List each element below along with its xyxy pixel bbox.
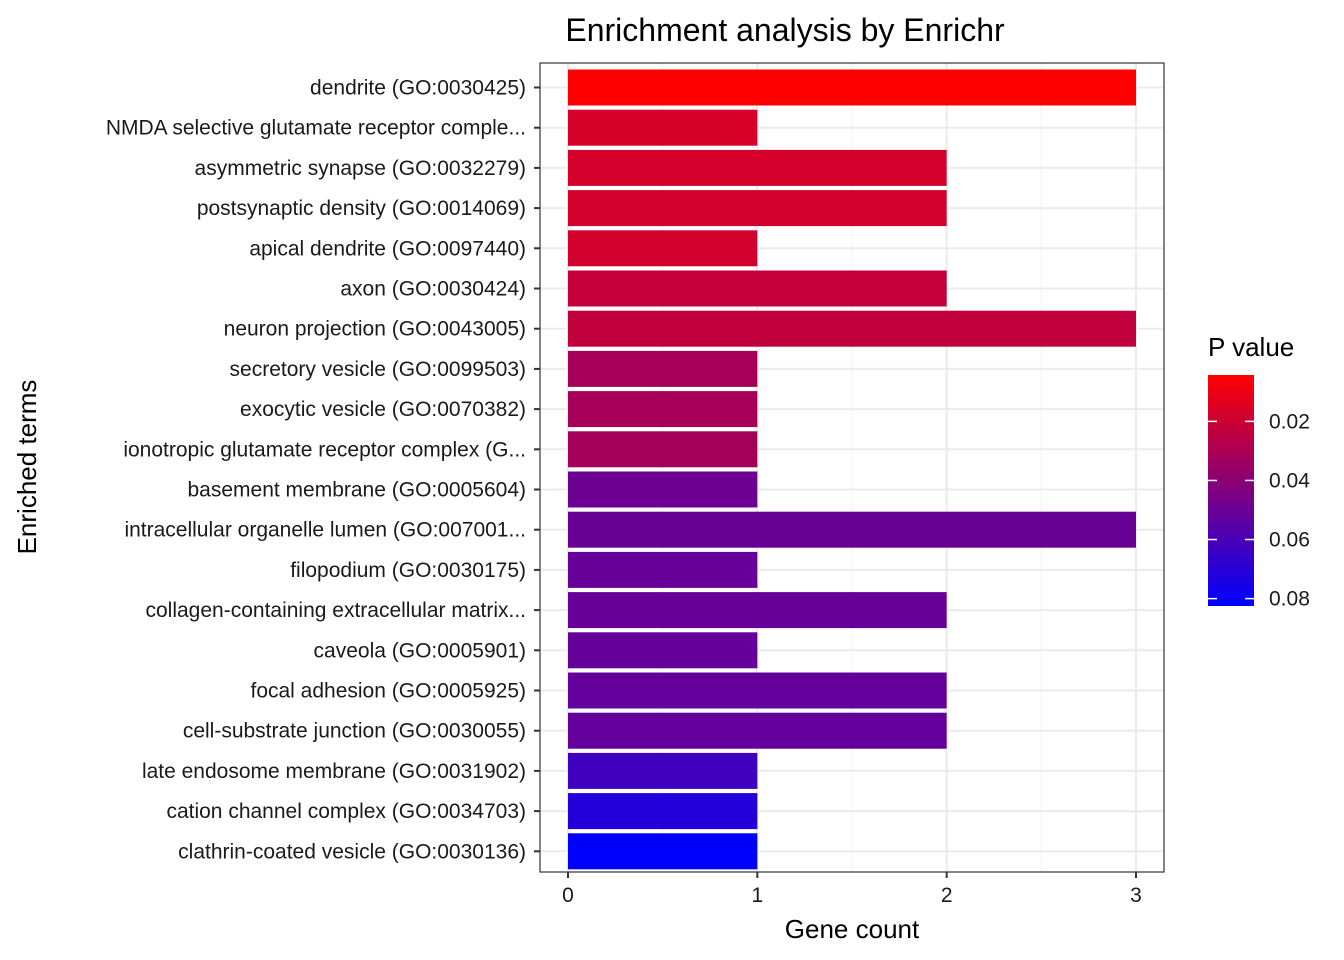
bar: [568, 230, 758, 267]
bar: [568, 310, 1136, 347]
bar: [568, 149, 947, 186]
category-label: dendrite (GO:0030425): [310, 77, 526, 100]
bars: [568, 69, 1136, 870]
category-label: focal adhesion (GO:0005925): [250, 680, 526, 703]
category-label: intracellular organelle lumen (GO:007001…: [124, 519, 526, 542]
legend-tick-label: 0.04: [1269, 469, 1310, 492]
bar: [568, 431, 758, 468]
legend-tick-label: 0.06: [1269, 529, 1310, 552]
category-label: collagen-containing extracellular matrix…: [145, 599, 526, 622]
category-label: secretory vesicle (GO:0099503): [230, 358, 526, 381]
legend-colorbar: [1208, 375, 1254, 606]
bar: [568, 511, 1136, 548]
bar: [568, 270, 947, 307]
x-tick-label: 2: [941, 884, 953, 907]
legend-tick-label: 0.02: [1269, 410, 1310, 433]
x-axis-title: Gene count: [785, 914, 920, 944]
bar: [568, 752, 758, 789]
x-tick-label: 0: [562, 884, 574, 907]
category-label: axon (GO:0030424): [340, 278, 526, 301]
bar: [568, 391, 758, 428]
bar: [568, 69, 1136, 106]
category-label: filopodium (GO:0030175): [290, 559, 526, 582]
category-label: apical dendrite (GO:0097440): [249, 237, 526, 260]
category-label: NMDA selective glutamate receptor comple…: [106, 117, 526, 140]
bar: [568, 190, 947, 227]
bar: [568, 471, 758, 508]
category-label: caveola (GO:0005901): [314, 639, 526, 662]
x-tick-label: 1: [751, 884, 763, 907]
bar: [568, 551, 758, 588]
category-label: late endosome membrane (GO:0031902): [142, 760, 526, 783]
category-label: cation channel complex (GO:0034703): [166, 800, 526, 823]
legend-title: P value: [1208, 332, 1294, 362]
x-tick-label: 3: [1130, 884, 1142, 907]
category-label: exocytic vesicle (GO:0070382): [240, 398, 526, 421]
category-label: clathrin-coated vesicle (GO:0030136): [178, 840, 526, 863]
category-label: postsynaptic density (GO:0014069): [197, 197, 526, 220]
bar: [568, 833, 758, 870]
bar: [568, 632, 758, 669]
chart-title: Enrichment analysis by Enrichr: [565, 12, 1005, 48]
x-axis-ticks: 0 1 2 3: [562, 872, 1142, 907]
category-labels: dendrite (GO:0030425) NMDA selective glut…: [106, 77, 540, 863]
category-label: asymmetric synapse (GO:0032279): [195, 157, 526, 180]
legend-tick-label: 0.08: [1269, 588, 1310, 611]
category-label: basement membrane (GO:0005604): [187, 479, 526, 502]
color-legend: P value 0.02 0.04 0.06 0.08: [1208, 332, 1310, 611]
category-label: cell-substrate junction (GO:0030055): [183, 720, 526, 743]
y-axis-title: Enriched terms: [12, 380, 42, 555]
bar: [568, 109, 758, 146]
bar: [568, 793, 758, 830]
category-label: neuron projection (GO:0043005): [224, 318, 526, 341]
bar: [568, 350, 758, 387]
bar: [568, 672, 947, 709]
legend-ticks: 0.02 0.04 0.06 0.08: [1208, 410, 1310, 611]
bar: [568, 592, 947, 629]
bar: [568, 712, 947, 749]
category-label: ionotropic glutamate receptor complex (G…: [123, 438, 526, 461]
panel-border: [539, 62, 1165, 873]
